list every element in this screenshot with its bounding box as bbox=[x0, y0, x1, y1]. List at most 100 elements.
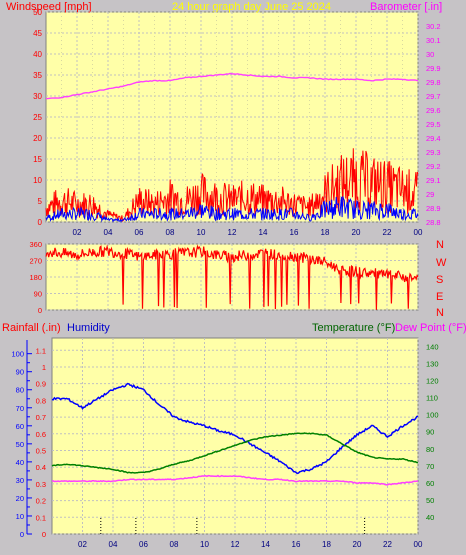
humidity-tick-label: 70 bbox=[16, 404, 24, 413]
windspeed-tick-label: 15 bbox=[33, 155, 42, 164]
temperature-tick-label: 120 bbox=[426, 377, 439, 386]
direction-tick-label: 180 bbox=[29, 273, 42, 282]
barometer-axis-label: Barometer [.in] bbox=[370, 1, 442, 13]
rainfall-tick-label: 0.3 bbox=[36, 480, 46, 489]
dewpoint-axis-label: Dew Point (°F) bbox=[395, 322, 466, 334]
humidity-tick-label: 50 bbox=[16, 440, 24, 449]
temperature-axis-label: Temperature (°F) bbox=[312, 322, 395, 334]
x-tick-label: 18 bbox=[321, 228, 330, 237]
x-tick-label: 04 bbox=[104, 228, 113, 237]
rainfall-tick-label: 1.1 bbox=[36, 346, 46, 355]
temperature-tick-label: 100 bbox=[426, 411, 439, 420]
x-tick-label: 18 bbox=[322, 540, 331, 549]
windspeed-tick-label: 45 bbox=[33, 29, 42, 38]
x-tick-label: 02 bbox=[73, 228, 82, 237]
rainfall-tick-label: 0.4 bbox=[36, 463, 46, 472]
temperature-tick-label: 110 bbox=[426, 394, 438, 403]
rainfall-tick-label: 0.1 bbox=[36, 513, 46, 522]
x-tick-label: 14 bbox=[261, 540, 270, 549]
barometer-tick-label: 29.2 bbox=[426, 162, 441, 171]
wind-direction-line bbox=[45, 244, 419, 310]
rainfall-tick-label: 0.8 bbox=[36, 396, 46, 405]
rainfall-tick-label: 0 bbox=[42, 530, 46, 539]
rainfall-tick-label: 0.7 bbox=[36, 413, 46, 422]
humidity-tick-label: 60 bbox=[16, 422, 24, 431]
barometer-tick-label: 30 bbox=[426, 50, 434, 59]
x-tick-label: 12 bbox=[231, 540, 240, 549]
windspeed-tick-label: 35 bbox=[33, 71, 42, 80]
x-tick-label: 22 bbox=[383, 228, 392, 237]
barometer-tick-label: 29 bbox=[426, 190, 434, 199]
x-tick-label: 14 bbox=[259, 228, 268, 237]
humidity-tick-label: 10 bbox=[16, 512, 24, 521]
x-tick-label: 12 bbox=[228, 228, 237, 237]
barometer-tick-label: 28.8 bbox=[426, 218, 441, 227]
wind-gust-line bbox=[45, 148, 419, 222]
barometer-tick-label: 29.4 bbox=[426, 134, 441, 143]
humidity-tick-label: 100 bbox=[11, 350, 24, 359]
rainfall-tick-label: 0.5 bbox=[36, 446, 46, 455]
compass-label: W bbox=[436, 257, 447, 269]
direction-tick-label: 90 bbox=[34, 290, 42, 299]
rainfall-tick-label: 0.2 bbox=[36, 497, 46, 506]
temperature-tick-label: 60 bbox=[426, 479, 434, 488]
windspeed-tick-label: 0 bbox=[38, 218, 43, 227]
x-tick-label: 10 bbox=[197, 228, 206, 237]
humidity-tick-label: 40 bbox=[16, 458, 24, 467]
windspeed-tick-label: 30 bbox=[33, 92, 42, 101]
x-tick-label: 16 bbox=[292, 540, 301, 549]
barometer-tick-label: 29.9 bbox=[426, 64, 441, 73]
windspeed-tick-label: 40 bbox=[33, 50, 42, 59]
temperature-tick-label: 80 bbox=[426, 445, 434, 454]
temperature-tick-label: 70 bbox=[426, 462, 434, 471]
x-tick-label: 16 bbox=[290, 228, 299, 237]
barometer-line bbox=[46, 72, 419, 100]
humidity-tick-label: 20 bbox=[16, 494, 24, 503]
x-tick-label: 08 bbox=[170, 540, 179, 549]
barometer-tick-label: 29.7 bbox=[426, 92, 441, 101]
barometer-tick-label: 29.6 bbox=[426, 106, 441, 115]
barometer-tick-label: 30.2 bbox=[426, 22, 441, 31]
temperature-line bbox=[51, 432, 419, 474]
compass-label: E bbox=[436, 291, 443, 303]
temperature-tick-label: 130 bbox=[426, 360, 439, 369]
x-tick-label: 06 bbox=[139, 540, 148, 549]
rainfall-tick-label: 0.9 bbox=[36, 380, 46, 389]
x-tick-label: 10 bbox=[200, 540, 209, 549]
humidity-tick-label: 90 bbox=[16, 368, 24, 377]
direction-tick-label: 270 bbox=[29, 257, 42, 266]
compass-label: N bbox=[436, 307, 444, 319]
barometer-tick-label: 29.1 bbox=[426, 176, 441, 185]
x-tick-label: 06 bbox=[135, 228, 144, 237]
direction-tick-label: 0 bbox=[38, 306, 42, 315]
x-tick-label: 22 bbox=[383, 540, 392, 549]
barometer-tick-label: 30.1 bbox=[426, 36, 441, 45]
wind-speed-line bbox=[45, 196, 419, 223]
x-tick-label: 20 bbox=[353, 540, 362, 549]
compass-label: S bbox=[436, 274, 443, 286]
barometer-tick-label: 29.5 bbox=[426, 120, 441, 129]
windspeed-tick-label: 20 bbox=[33, 134, 42, 143]
chart-title: 24 hour graph day June 25 2024 bbox=[172, 1, 331, 13]
windspeed-tick-label: 10 bbox=[33, 176, 42, 185]
humidity-axis-label: Humidity bbox=[67, 322, 110, 334]
windspeed-tick-label: 5 bbox=[38, 197, 43, 206]
wind-baro-grid: 0 5 10 15 20 25 30 35 40 45 50 28.8 28.9 29 29.1 29.2 29… bbox=[33, 8, 441, 237]
x-tick-label: 00 bbox=[414, 540, 423, 549]
barometer-tick-label: 29.8 bbox=[426, 78, 441, 87]
temp-humidity-grid: 0 0.1 0.2 0.3 0.4 0.5 0.6 0.7 0.8 0.9 1 1.1 0 10 20 30 4… bbox=[11, 338, 439, 549]
humidity-line bbox=[51, 382, 419, 475]
compass-label: N bbox=[436, 239, 444, 251]
x-tick-label: 00 bbox=[414, 228, 423, 237]
temperature-tick-label: 40 bbox=[426, 513, 434, 522]
windspeed-tick-label: 25 bbox=[33, 113, 42, 122]
rainfall-tick-label: 1 bbox=[42, 363, 46, 372]
x-tick-label: 20 bbox=[352, 228, 361, 237]
humidity-tick-label: 0 bbox=[20, 530, 24, 539]
temperature-tick-label: 140 bbox=[426, 343, 439, 352]
temperature-tick-label: 50 bbox=[426, 496, 434, 505]
barometer-tick-label: 28.9 bbox=[426, 204, 441, 213]
x-tick-label: 02 bbox=[78, 540, 87, 549]
